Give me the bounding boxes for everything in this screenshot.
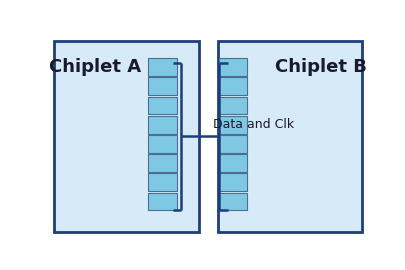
Bar — [148, 193, 176, 211]
Bar — [219, 116, 247, 134]
Bar — [219, 135, 247, 153]
Bar — [219, 97, 247, 114]
Bar — [219, 193, 247, 211]
Bar — [219, 58, 247, 76]
Bar — [148, 58, 176, 76]
Text: Chiplet B: Chiplet B — [275, 58, 367, 76]
Bar — [219, 77, 247, 95]
Bar — [219, 154, 247, 172]
Bar — [148, 116, 176, 134]
Bar — [217, 41, 361, 232]
Bar — [148, 173, 176, 191]
Bar — [148, 77, 176, 95]
Bar — [148, 154, 176, 172]
Text: Chiplet A: Chiplet A — [49, 58, 141, 76]
Bar — [148, 135, 176, 153]
Bar — [148, 97, 176, 114]
Text: Data and Clk: Data and Clk — [212, 118, 293, 131]
Bar — [219, 173, 247, 191]
Bar — [54, 41, 198, 232]
